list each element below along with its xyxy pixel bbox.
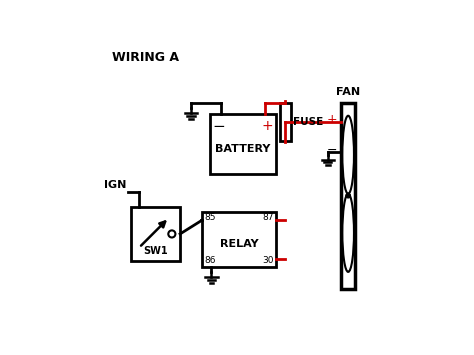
Circle shape (168, 230, 175, 237)
Text: FUSE: FUSE (293, 117, 324, 127)
Bar (280, 103, 291, 141)
Ellipse shape (342, 194, 354, 272)
Text: +: + (262, 119, 273, 133)
Text: +: + (327, 113, 337, 126)
Text: SW1: SW1 (143, 246, 168, 256)
Text: −: − (212, 119, 225, 134)
Text: WIRING A: WIRING A (112, 51, 179, 64)
Bar (131, 207, 180, 261)
Circle shape (346, 193, 350, 198)
Text: 86: 86 (204, 256, 216, 266)
Bar (341, 103, 355, 289)
Text: 85: 85 (204, 213, 216, 223)
Text: FAN: FAN (336, 87, 360, 97)
Bar (202, 212, 276, 267)
Text: RELAY: RELAY (219, 239, 258, 249)
Bar (210, 114, 276, 174)
Text: BATTERY: BATTERY (215, 143, 271, 154)
Ellipse shape (342, 116, 354, 194)
Text: 87: 87 (262, 213, 273, 223)
Text: −: − (327, 144, 337, 157)
Text: 30: 30 (262, 256, 273, 266)
Text: IGN: IGN (104, 180, 127, 190)
